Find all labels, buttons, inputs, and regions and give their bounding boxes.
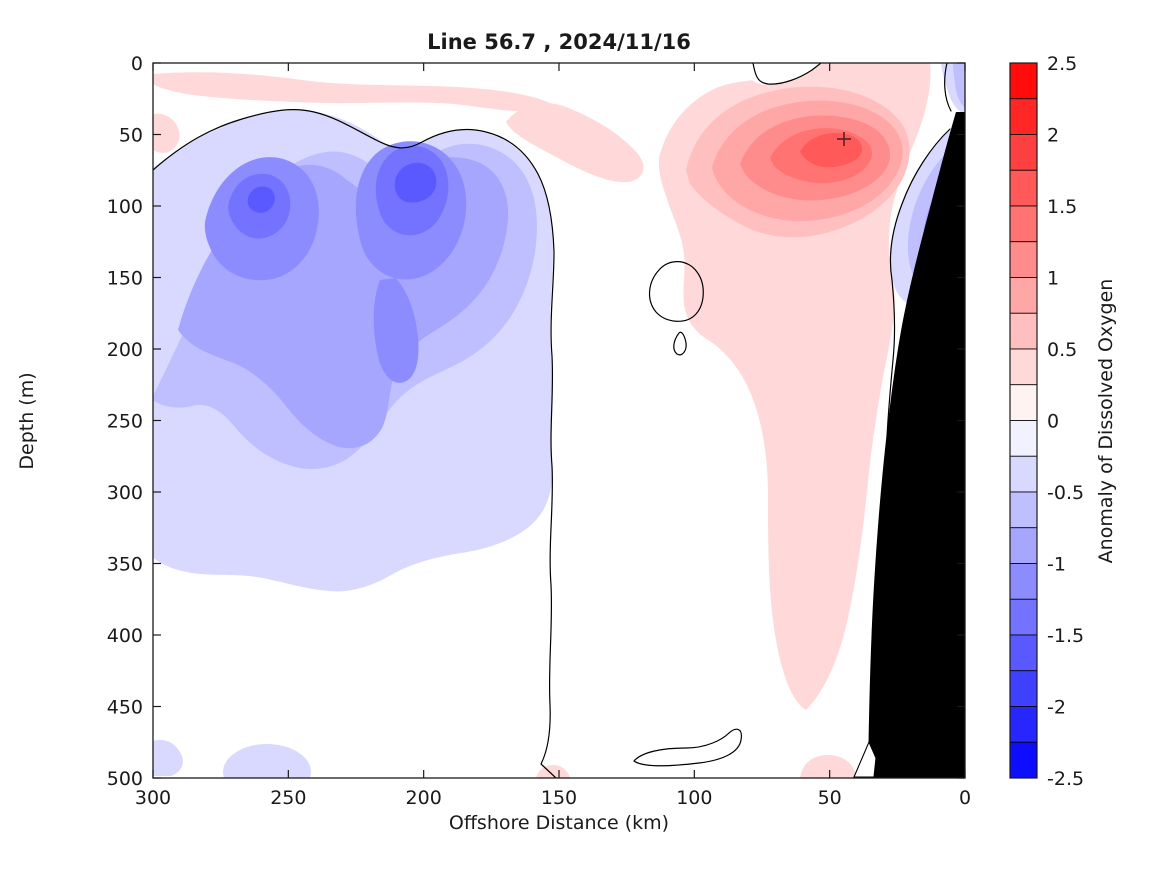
colorbar-segment: [1009, 384, 1038, 421]
y-tick-label: 500: [107, 768, 143, 790]
positive-max-marker: [837, 132, 851, 146]
surface-pink-stripe: [153, 72, 556, 112]
x-tick-label: 50: [818, 787, 842, 809]
colorbar-segment: [1009, 455, 1038, 493]
positive-core: [800, 133, 862, 168]
negative-anomaly-fills: [153, 110, 553, 778]
zero-contour-coastal: [886, 128, 951, 438]
x-tick-label: 100: [676, 787, 712, 809]
bathymetry-notch: [853, 740, 877, 778]
x-tick-label: 300: [135, 787, 171, 809]
colorbar-segment: [1009, 420, 1038, 457]
colorbar-tick-label: -0.5: [1047, 482, 1084, 504]
zero-contour-main: [153, 108, 557, 778]
colorbar-segment: [1009, 205, 1038, 243]
positive-anomaly-fills: [153, 63, 931, 778]
colorbar-segment: [1009, 527, 1038, 564]
colorbar-segment: [1009, 634, 1038, 672]
y-tick-label: 100: [107, 196, 143, 218]
negative-core-right: [394, 162, 437, 203]
positive-region-outer: [658, 63, 931, 710]
x-tick-label: 0: [959, 787, 971, 809]
zero-contour-corner: [944, 63, 952, 112]
colorbar-tick-label: 0: [1047, 411, 1059, 433]
colorbar-segment: [1009, 563, 1038, 600]
bathymetry-mask: [868, 112, 965, 778]
colorbar-tick-labels: 2.5 2 1.5 1 0.5 0 -0.5 -1 -1.5 -2 -2.5: [1047, 53, 1084, 790]
colorbar-segment: [1009, 741, 1038, 779]
zero-contour-lines: [153, 63, 952, 778]
zero-contour-surface-hump: [752, 63, 822, 85]
x-tick-label: 150: [541, 787, 577, 809]
plot-title: Line 56.7 , 2024/11/16: [427, 30, 691, 54]
colorbar-tick-label: -1.5: [1047, 625, 1084, 647]
colorbar-segment: [1009, 134, 1038, 171]
colorbar-segment: [1009, 670, 1038, 707]
y-tick-label: 250: [107, 411, 143, 433]
negative-level4-leg: [373, 278, 419, 383]
colorbar-tick-label: 1.5: [1047, 196, 1077, 218]
x-tick-labels: 300 250 200 150 100 50 0: [135, 787, 971, 809]
y-tick-label: 450: [107, 697, 143, 719]
colorbar-frame: [1009, 62, 1038, 779]
x-axis-label: Offshore Distance (km): [448, 812, 670, 834]
colorbar-tick-label: -2.5: [1047, 768, 1084, 790]
y-tick-labels: 0 50 100 150 200 250 300 350 400 450 500: [107, 53, 143, 790]
colorbar-tick-label: 2: [1047, 125, 1059, 147]
y-tick-label: 350: [107, 554, 143, 576]
zero-contour-closed-loop: [649, 261, 704, 322]
colorbar: [1009, 62, 1038, 779]
zero-contour-teardrop: [673, 331, 687, 356]
colorbar-tick-label: 2.5: [1047, 53, 1077, 75]
y-tick-label: 400: [107, 625, 143, 647]
x-tick-label: 200: [406, 787, 442, 809]
axes-box: [152, 62, 966, 779]
colorbar-segment: [1009, 241, 1038, 278]
colorbar-tick-label: 0.5: [1047, 339, 1077, 361]
zero-contour-bottom-loop: [633, 728, 742, 767]
colorbar-segment: [1009, 169, 1038, 207]
negative-core-left: [247, 186, 275, 213]
bottom-pink-semicircle-50km: [800, 755, 857, 778]
colorbar-segment: [1009, 312, 1038, 350]
pink-swath-160km: [506, 103, 644, 183]
colorbar-segment: [1009, 598, 1038, 636]
colorbar-tick-label: -1: [1047, 554, 1066, 576]
y-tick-label: 150: [107, 268, 143, 290]
contour-field: [153, 63, 965, 778]
colorbar-tick-label: -2: [1047, 697, 1066, 719]
corner-blue-sliver-inner: [953, 63, 965, 108]
colorbar-tick-label: 1: [1047, 268, 1059, 290]
x-tick-label: 250: [270, 787, 306, 809]
colorbar-segment: [1009, 706, 1038, 743]
bottom-blue-patch: [223, 744, 311, 778]
y-tick-label: 50: [119, 125, 143, 147]
y-tick-label: 0: [131, 53, 143, 75]
colorbar-segment: [1009, 348, 1038, 386]
y-tick-label: 200: [107, 339, 143, 361]
colorbar-segment: [1009, 98, 1038, 135]
bottom-pink-semicircle-150km: [536, 765, 570, 778]
left-edge-pink-blob: [153, 113, 180, 153]
y-tick-label: 300: [107, 482, 143, 504]
bottom-left-blue-patch: [153, 739, 183, 776]
colorbar-segment: [1009, 277, 1038, 314]
colorbar-segment: [1009, 491, 1038, 529]
colorbar-segment: [1009, 62, 1038, 100]
